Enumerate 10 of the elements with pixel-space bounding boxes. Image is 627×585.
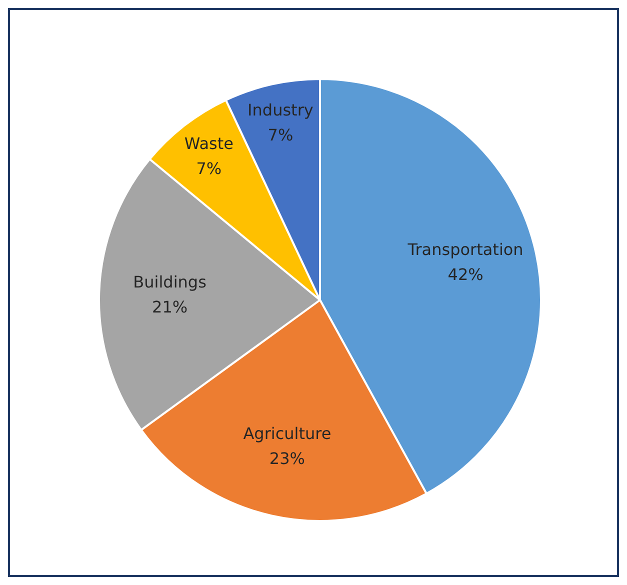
slice-label: Industry bbox=[248, 100, 314, 120]
slice-label: Buildings bbox=[133, 272, 206, 292]
data-label: 21% bbox=[152, 297, 188, 316]
data-label: 23% bbox=[269, 448, 305, 468]
data-label: 42% bbox=[448, 264, 484, 284]
data-label: 7% bbox=[196, 158, 222, 178]
slice-label: Transportation bbox=[406, 240, 524, 259]
slice-label: Agriculture bbox=[243, 424, 332, 443]
slice-label: Waste bbox=[184, 134, 234, 153]
data-label: 7% bbox=[268, 125, 294, 144]
